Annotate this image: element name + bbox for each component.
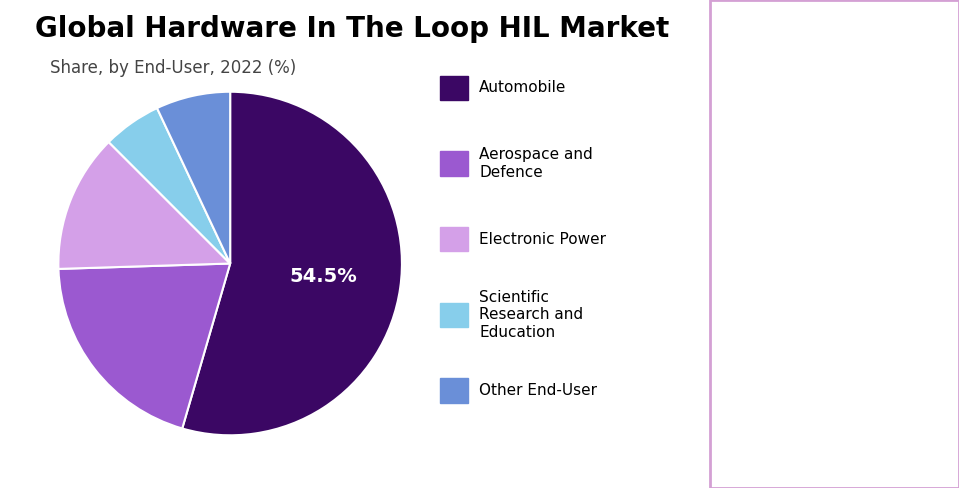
Text: 10.1%: 10.1%	[762, 262, 906, 304]
Text: $: $	[827, 393, 842, 417]
Bar	[440, 303, 468, 327]
Bar	[440, 151, 468, 176]
Wedge shape	[58, 142, 230, 269]
Text: 873.0: 873.0	[768, 116, 901, 158]
Text: Other End-User: Other End-User	[480, 383, 597, 398]
Text: CAGR
2022-2032: CAGR 2022-2032	[784, 322, 884, 361]
Bar	[440, 227, 468, 251]
Text: Total Market Size
(USD Million), 2022: Total Market Size (USD Million), 2022	[744, 188, 924, 227]
Text: Automobile: Automobile	[480, 81, 567, 95]
Text: Aerospace and
Defence: Aerospace and Defence	[480, 147, 593, 180]
Text: Electronic Power: Electronic Power	[480, 232, 606, 246]
Bar	[440, 378, 468, 403]
Wedge shape	[58, 264, 230, 428]
Text: Scientific
Research and
Education: Scientific Research and Education	[480, 290, 583, 340]
Text: ONE STOP SHOP FOR THE REPORTS: ONE STOP SHOP FOR THE REPORTS	[767, 68, 901, 77]
Wedge shape	[157, 92, 230, 264]
Wedge shape	[108, 108, 230, 264]
Text: Global Hardware In The Loop HIL Market: Global Hardware In The Loop HIL Market	[35, 15, 669, 42]
Wedge shape	[182, 92, 402, 435]
Text: 54.5%: 54.5%	[290, 267, 358, 286]
Bar	[440, 76, 468, 100]
Text: αι  market.us: αι market.us	[767, 34, 901, 52]
Text: Share, by End-User, 2022 (%): Share, by End-User, 2022 (%)	[50, 59, 296, 77]
